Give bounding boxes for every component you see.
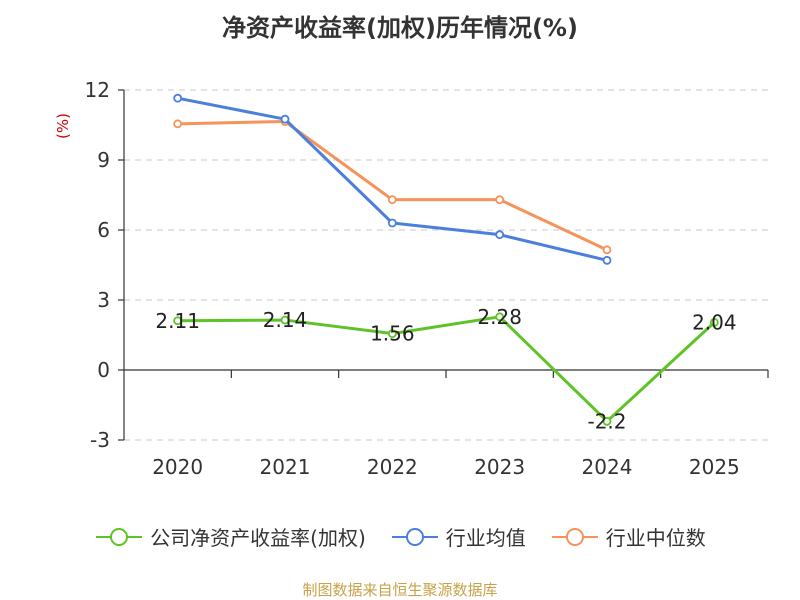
data-label: 2.28: [477, 305, 522, 329]
data-label: 1.56: [370, 322, 415, 346]
x-tick-label: 2020: [152, 455, 203, 479]
y-tick-label: 0: [97, 358, 110, 382]
legend-marker-icon: [96, 527, 143, 546]
y-tick-label: 3: [97, 288, 110, 312]
legend-label: 行业均值: [445, 526, 526, 550]
legend-marker-icon: [391, 527, 438, 546]
y-tick-label: 9: [97, 148, 110, 172]
data-point: [173, 93, 183, 103]
legend: 公司净资产收益率(加权) 行业均值 行业中位数: [0, 522, 800, 551]
axis-layer: -3 0 3 6 9 12 (%) 2020 2021 2022 2023 2024 2025: [54, 78, 769, 479]
x-tick-label: 2022: [367, 455, 418, 479]
data-point: [387, 195, 397, 205]
y-tick-label: 6: [97, 218, 110, 242]
legend-item: 行业均值: [390, 522, 526, 551]
legend-item: 行业中位数: [550, 522, 706, 551]
data-point: [173, 119, 183, 129]
data-label-layer: 2.11 2.14 1.56 2.28 -2.2 2.04: [155, 305, 736, 434]
data-point: [173, 316, 183, 326]
data-label: 2.11: [155, 309, 200, 333]
data-point: [602, 245, 612, 255]
y-tick-label: 12: [85, 78, 110, 102]
source-note: 制图数据来自恒生聚源数据库: [302, 581, 498, 599]
data-point: [602, 416, 612, 426]
chart-title: 净资产收益率(加权)历年情况(%): [222, 14, 578, 42]
series-line: [177, 120, 608, 252]
data-point: [387, 329, 397, 339]
legend-marker-icon: [551, 527, 598, 546]
data-label: 2.04: [692, 310, 737, 334]
data-label: -2.2: [587, 409, 626, 433]
data-point: [495, 195, 505, 205]
data-label: 2.14: [263, 308, 308, 332]
data-point: [495, 230, 505, 240]
legend-label: 行业中位数: [605, 526, 706, 550]
series-layer: [173, 93, 719, 426]
legend-item: 公司净资产收益率(加权): [94, 522, 366, 551]
x-tick-label: 2023: [474, 455, 525, 479]
data-point: [709, 317, 719, 327]
x-tick-label: 2021: [260, 455, 311, 479]
grid-layer: [124, 89, 768, 441]
y-tick-label: -3: [90, 428, 110, 452]
data-point: [602, 255, 612, 265]
x-tick-label: 2025: [689, 455, 740, 479]
data-point: [280, 315, 290, 325]
data-point: [495, 312, 505, 322]
data-point: [387, 218, 397, 228]
legend-label: 公司净资产收益率(加权): [150, 526, 366, 550]
x-tick-label: 2024: [582, 455, 633, 479]
y-axis-label: (%): [54, 113, 72, 139]
data-point: [280, 114, 290, 124]
series-line: [177, 315, 716, 423]
